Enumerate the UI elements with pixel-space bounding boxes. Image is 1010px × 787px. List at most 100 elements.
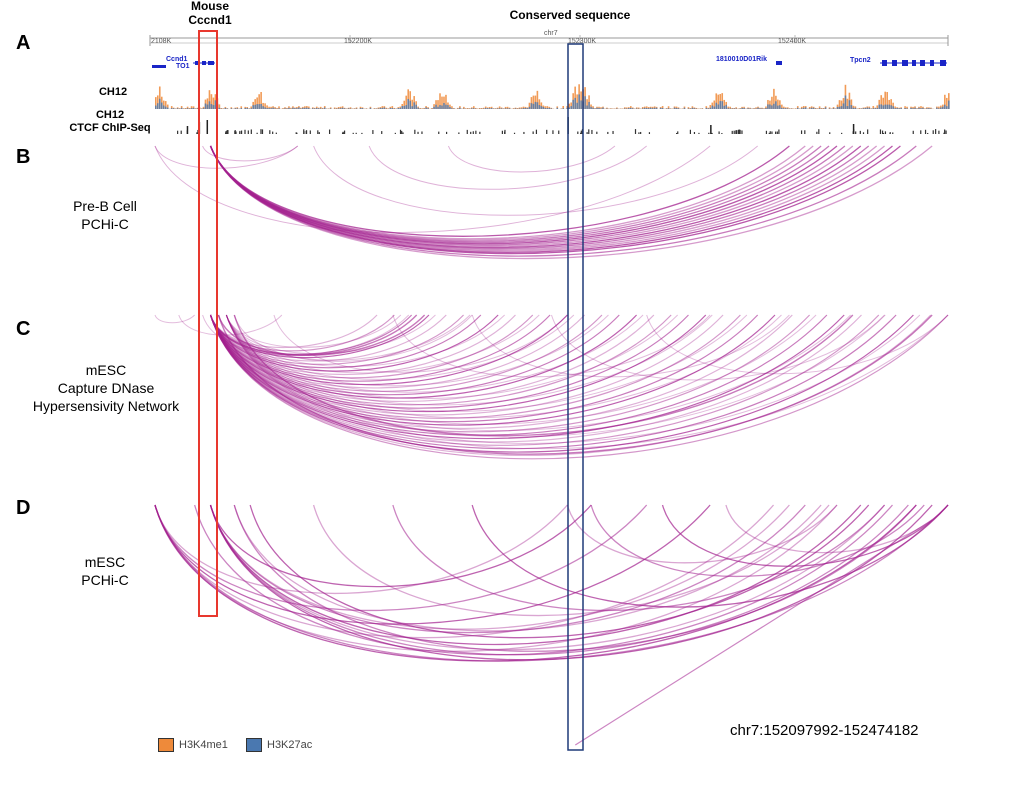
signal-bar-h3k27ac <box>894 108 896 109</box>
interaction-arc <box>209 314 880 446</box>
signal-bar-h3k4me1 <box>411 99 413 109</box>
signal-bar-h3k4me1 <box>894 106 896 109</box>
ctcf-chip-seq-track <box>177 117 947 134</box>
signal-bar-h3k4me1 <box>202 106 205 109</box>
signal-bar-h3k4me1 <box>441 96 443 109</box>
signal-bar-h3k4me1 <box>631 107 634 109</box>
ctcf-peak <box>206 120 209 134</box>
signal-bar-h3k27ac <box>437 106 439 109</box>
signal-bar-h3k27ac <box>576 102 578 109</box>
interaction-arc <box>233 314 854 437</box>
signal-bar-h3k27ac <box>661 107 664 109</box>
ctcf-peak <box>180 130 182 134</box>
signal-bar-h3k27ac <box>443 102 445 109</box>
signal-bar-h3k27ac <box>411 106 413 109</box>
interaction-arc <box>154 504 949 662</box>
signal-bar-h3k27ac <box>832 108 835 109</box>
signal-bar-h3k4me1 <box>345 108 348 109</box>
interaction-arc <box>154 145 299 169</box>
signal-bar-h3k4me1 <box>675 106 678 109</box>
signal-bar-h3k4me1 <box>323 106 326 109</box>
signal-bar-h3k4me1 <box>389 106 392 109</box>
signal-bar-h3k27ac <box>256 104 258 109</box>
signal-bar-h3k4me1 <box>365 108 368 109</box>
signal-bar-h3k4me1 <box>876 105 879 109</box>
signal-bar-h3k4me1 <box>796 106 799 109</box>
signal-bar-h3k4me1 <box>292 106 294 109</box>
ruler-label: chr7 <box>544 30 558 37</box>
signal-bar-h3k4me1 <box>598 106 600 109</box>
signal-bar-h3k27ac <box>777 105 779 109</box>
signal-bar-h3k4me1 <box>192 106 195 109</box>
ctcf-peak <box>735 130 737 134</box>
signal-bar-h3k4me1 <box>170 106 173 109</box>
signal-bar-h3k4me1 <box>536 90 539 109</box>
signal-bar-h3k27ac <box>854 107 857 109</box>
signal-bar-h3k27ac <box>606 108 608 109</box>
signal-bar-h3k27ac <box>224 107 227 109</box>
signal-bar-h3k4me1 <box>212 97 215 109</box>
interaction-arc <box>209 314 534 379</box>
interaction-arc <box>217 314 426 356</box>
ctcf-peak <box>818 129 820 134</box>
histone-signal-track <box>155 84 950 109</box>
interaction-arc <box>209 145 893 253</box>
signal-bar-h3k4me1 <box>755 107 757 109</box>
ctcf-peak <box>318 132 320 134</box>
ctcf-peak <box>475 130 477 134</box>
ctcf-peak <box>768 132 770 134</box>
interaction-arc <box>209 314 499 372</box>
signal-bar-h3k4me1 <box>882 97 885 109</box>
signal-bar-h3k27ac <box>808 108 811 109</box>
interaction-arc <box>209 314 741 419</box>
signal-bar-h3k4me1 <box>665 108 668 109</box>
signal-bar-h3k4me1 <box>643 106 646 109</box>
signal-bar-h3k4me1 <box>600 107 602 109</box>
signal-bar-h3k4me1 <box>387 108 390 109</box>
interaction-arc <box>661 504 949 567</box>
interaction-arc <box>209 314 551 382</box>
panel-b-arcs <box>154 145 933 260</box>
signal-bar-h3k27ac <box>391 107 394 109</box>
interaction-arc <box>202 314 410 356</box>
signal-bar-h3k4me1 <box>912 106 914 109</box>
interaction-arc <box>209 145 917 257</box>
signal-bar-h3k27ac <box>218 107 221 109</box>
signal-bar-h3k4me1 <box>606 107 608 109</box>
signal-bar-h3k27ac <box>278 108 280 109</box>
ctcf-peak <box>394 132 396 134</box>
ctcf-peak <box>445 131 448 134</box>
ctcf-peak <box>305 130 308 134</box>
interaction-arc <box>209 314 378 348</box>
signal-bar-h3k27ac <box>258 104 260 109</box>
signal-bar-h3k27ac <box>518 108 521 109</box>
ctcf-peak <box>343 130 346 134</box>
ruler-label: 152400K <box>778 38 807 45</box>
signal-bar-h3k27ac <box>208 101 211 109</box>
signal-bar-h3k4me1 <box>532 95 535 109</box>
signal-bar-h3k27ac <box>212 105 215 109</box>
signal-bar-h3k27ac <box>759 108 761 109</box>
signal-bar-h3k4me1 <box>886 92 888 109</box>
signal-bar-h3k4me1 <box>433 104 435 109</box>
signal-bar-h3k27ac <box>302 107 304 109</box>
signal-bar-h3k27ac <box>906 108 908 109</box>
signal-bar-h3k27ac <box>761 108 763 109</box>
interaction-arc <box>233 504 917 652</box>
gene-track <box>152 60 947 68</box>
signal-bar-h3k4me1 <box>465 108 467 109</box>
ctcf-peak <box>892 132 894 134</box>
signal-bar-h3k4me1 <box>218 104 221 109</box>
interaction-arc <box>154 504 711 625</box>
signal-bar-h3k27ac <box>162 105 165 109</box>
signal-bar-h3k4me1 <box>222 108 225 109</box>
signal-bar-h3k27ac <box>264 107 266 109</box>
ctcf-peak <box>269 130 271 134</box>
ctcf-peak <box>879 129 882 134</box>
signal-bar-h3k4me1 <box>701 108 704 109</box>
signal-bar-h3k4me1 <box>777 99 779 109</box>
signal-bar-h3k27ac <box>234 108 237 109</box>
signal-bar-h3k4me1 <box>888 99 890 109</box>
ctcf-peak <box>588 129 590 134</box>
signal-bar-h3k27ac <box>683 107 686 109</box>
